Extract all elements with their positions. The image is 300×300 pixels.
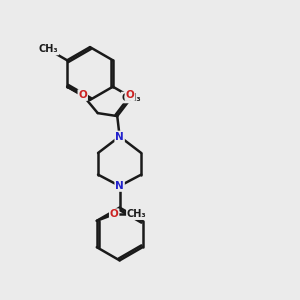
Text: N: N [115, 131, 124, 142]
Text: O: O [125, 90, 134, 100]
Text: CH₃: CH₃ [127, 209, 146, 219]
Text: O: O [110, 209, 118, 219]
Text: O: O [78, 90, 87, 100]
Text: CH₃: CH₃ [122, 92, 141, 103]
Text: CH₃: CH₃ [39, 44, 58, 55]
Text: N: N [115, 181, 124, 191]
